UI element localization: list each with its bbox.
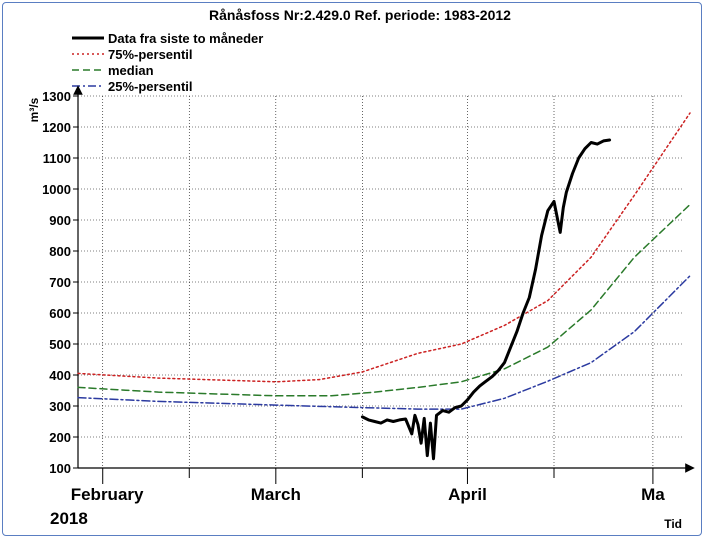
axes [73, 85, 695, 484]
y-tick-label: 1000 [42, 182, 71, 197]
y-tick-label: 800 [49, 244, 71, 259]
month-label: Ma [641, 485, 665, 504]
y-tick-label: 1200 [42, 120, 71, 135]
y-tick-label: 900 [49, 213, 71, 228]
legend: Data fra siste to måneder 75%-persentil … [72, 31, 263, 94]
y-tick-label: 500 [49, 337, 71, 352]
legend-label-median: median [108, 63, 154, 78]
legend-label-p25: 25%-persentil [108, 79, 193, 94]
y-tick-label: 300 [49, 399, 71, 414]
month-label: February [71, 485, 144, 504]
y-tick-label: 100 [49, 461, 71, 476]
month-label: April [448, 485, 487, 504]
series-line-p75 [77, 112, 691, 383]
y-tick-label: 600 [49, 306, 71, 321]
series-layer [77, 112, 691, 461]
y-tick-label: 1100 [43, 151, 71, 166]
legend-label-p75: 75%-persentil [108, 47, 193, 62]
y-tick-label: 400 [49, 368, 71, 383]
year-label: 2018 [50, 509, 88, 528]
x-axis-label: Tid [664, 517, 682, 531]
y-tick-labels: 100 200 300 400 500 600 700 800 900 1000 1100 1200 1… [42, 89, 71, 476]
y-axis-label: m³/s [27, 97, 41, 122]
chart-title: Rånåsfoss Nr:2.429.0 Ref. periode: 1983-… [209, 7, 511, 23]
y-tick-label: 200 [49, 430, 71, 445]
y-tick-label: 1300 [42, 89, 71, 104]
series-line-data [360, 138, 612, 461]
month-label: March [251, 485, 301, 504]
series-line-median [77, 203, 691, 397]
y-tick-label: 700 [49, 275, 71, 290]
series-line-p25 [77, 275, 691, 410]
x-tick-labels: February March April Ma [71, 485, 666, 504]
grid [78, 95, 682, 469]
legend-label-data: Data fra siste to måneder [108, 31, 263, 46]
